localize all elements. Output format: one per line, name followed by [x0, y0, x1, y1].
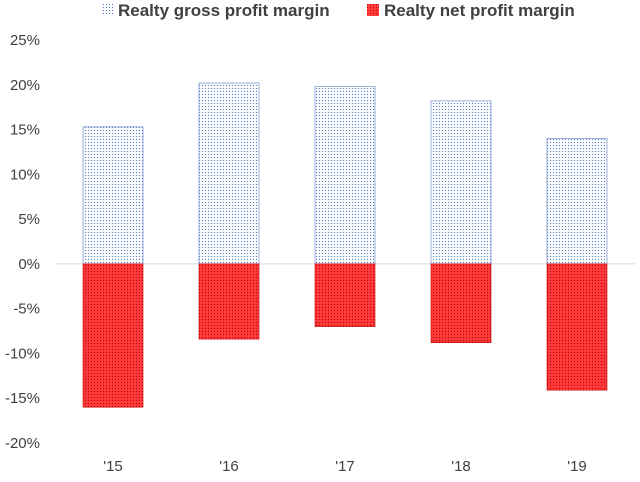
y-tick-label: 5% [18, 211, 40, 228]
legend-swatch-gross [101, 4, 113, 16]
x-axis: '15 '16 '17 '18 '19 [103, 458, 587, 475]
bar-gross-margin [314, 86, 376, 265]
bar-net-margin [430, 263, 492, 343]
bar-net-margin [82, 263, 144, 408]
x-tick-label: '18 [451, 458, 471, 475]
y-tick-label: -20% [5, 435, 40, 452]
y-tick-label: 0% [18, 256, 40, 273]
y-tick-label: -10% [5, 345, 40, 362]
bars [82, 82, 608, 408]
x-tick-label: '19 [567, 458, 587, 475]
legend-label-net: Realty net profit margin [384, 1, 575, 20]
x-tick-label: '15 [103, 458, 123, 475]
bar-net-margin [198, 263, 260, 340]
legend: Realty gross profit margin Realty net pr… [101, 1, 575, 20]
bar-net-margin [314, 263, 376, 327]
y-tick-label: 15% [10, 122, 40, 139]
legend-item-gross: Realty gross profit margin [101, 1, 330, 20]
x-tick-label: '16 [219, 458, 239, 475]
y-tick-label: -15% [5, 390, 40, 407]
legend-item-net: Realty net profit margin [367, 1, 575, 20]
bar-net-margin [546, 263, 608, 391]
y-tick-label: -5% [13, 301, 40, 318]
y-tick-label: 20% [10, 77, 40, 94]
bar-gross-margin [82, 126, 144, 265]
x-tick-label: '17 [335, 458, 355, 475]
legend-label-gross: Realty gross profit margin [118, 1, 330, 20]
bar-gross-margin [198, 82, 260, 265]
bar-gross-margin [430, 100, 492, 265]
y-tick-label: 25% [10, 32, 40, 49]
y-axis: 25% 20% 15% 10% 5% 0% -5% -10% -15% -20% [5, 32, 40, 452]
bar-gross-margin [546, 138, 608, 265]
legend-swatch-net [367, 4, 379, 16]
y-tick-label: 10% [10, 166, 40, 183]
